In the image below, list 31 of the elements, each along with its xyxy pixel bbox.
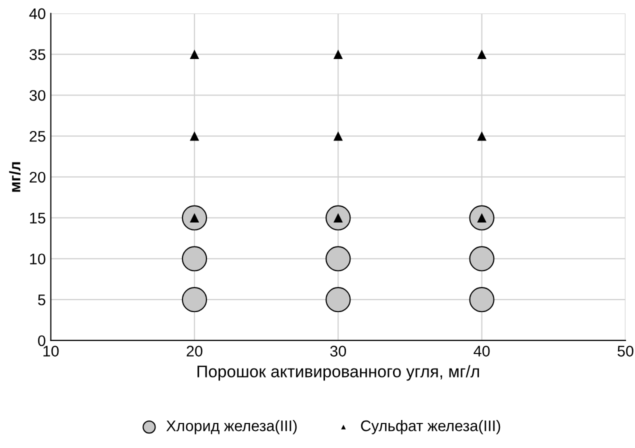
y-tick-label: 25 <box>30 130 46 142</box>
y-tick-label: 35 <box>30 49 46 60</box>
point <box>326 246 351 272</box>
point <box>333 50 343 59</box>
y-tick-label: 20 <box>30 172 46 183</box>
point <box>326 287 351 312</box>
point <box>190 131 200 141</box>
point <box>326 205 351 230</box>
point <box>182 287 208 312</box>
x-tick-label: 20 <box>186 346 202 357</box>
x-tick-label: 50 <box>618 346 634 357</box>
y-axis-title: мг/л <box>9 162 21 192</box>
point <box>469 287 494 312</box>
point <box>477 131 486 141</box>
y-tick-label: 10 <box>30 254 46 264</box>
point <box>190 50 200 59</box>
legend-label: Сульфат железа(III) <box>361 420 500 434</box>
point <box>333 131 343 141</box>
y-tick-label: 5 <box>38 294 46 306</box>
point <box>182 246 208 272</box>
point <box>469 246 494 272</box>
y-tick-label: 15 <box>30 212 46 224</box>
x-tick-label: 40 <box>474 346 490 357</box>
x-tick-label: 30 <box>330 346 346 357</box>
y-tick-label: 40 <box>29 8 46 20</box>
legend-label: Хлорид железа(III) <box>166 420 297 434</box>
y-tick-label: 0 <box>38 335 46 346</box>
x-axis-title: Порошок активированного угля, мг/л <box>198 365 479 381</box>
point <box>477 50 486 59</box>
point <box>469 205 494 230</box>
y-tick-label: 30 <box>30 90 46 101</box>
